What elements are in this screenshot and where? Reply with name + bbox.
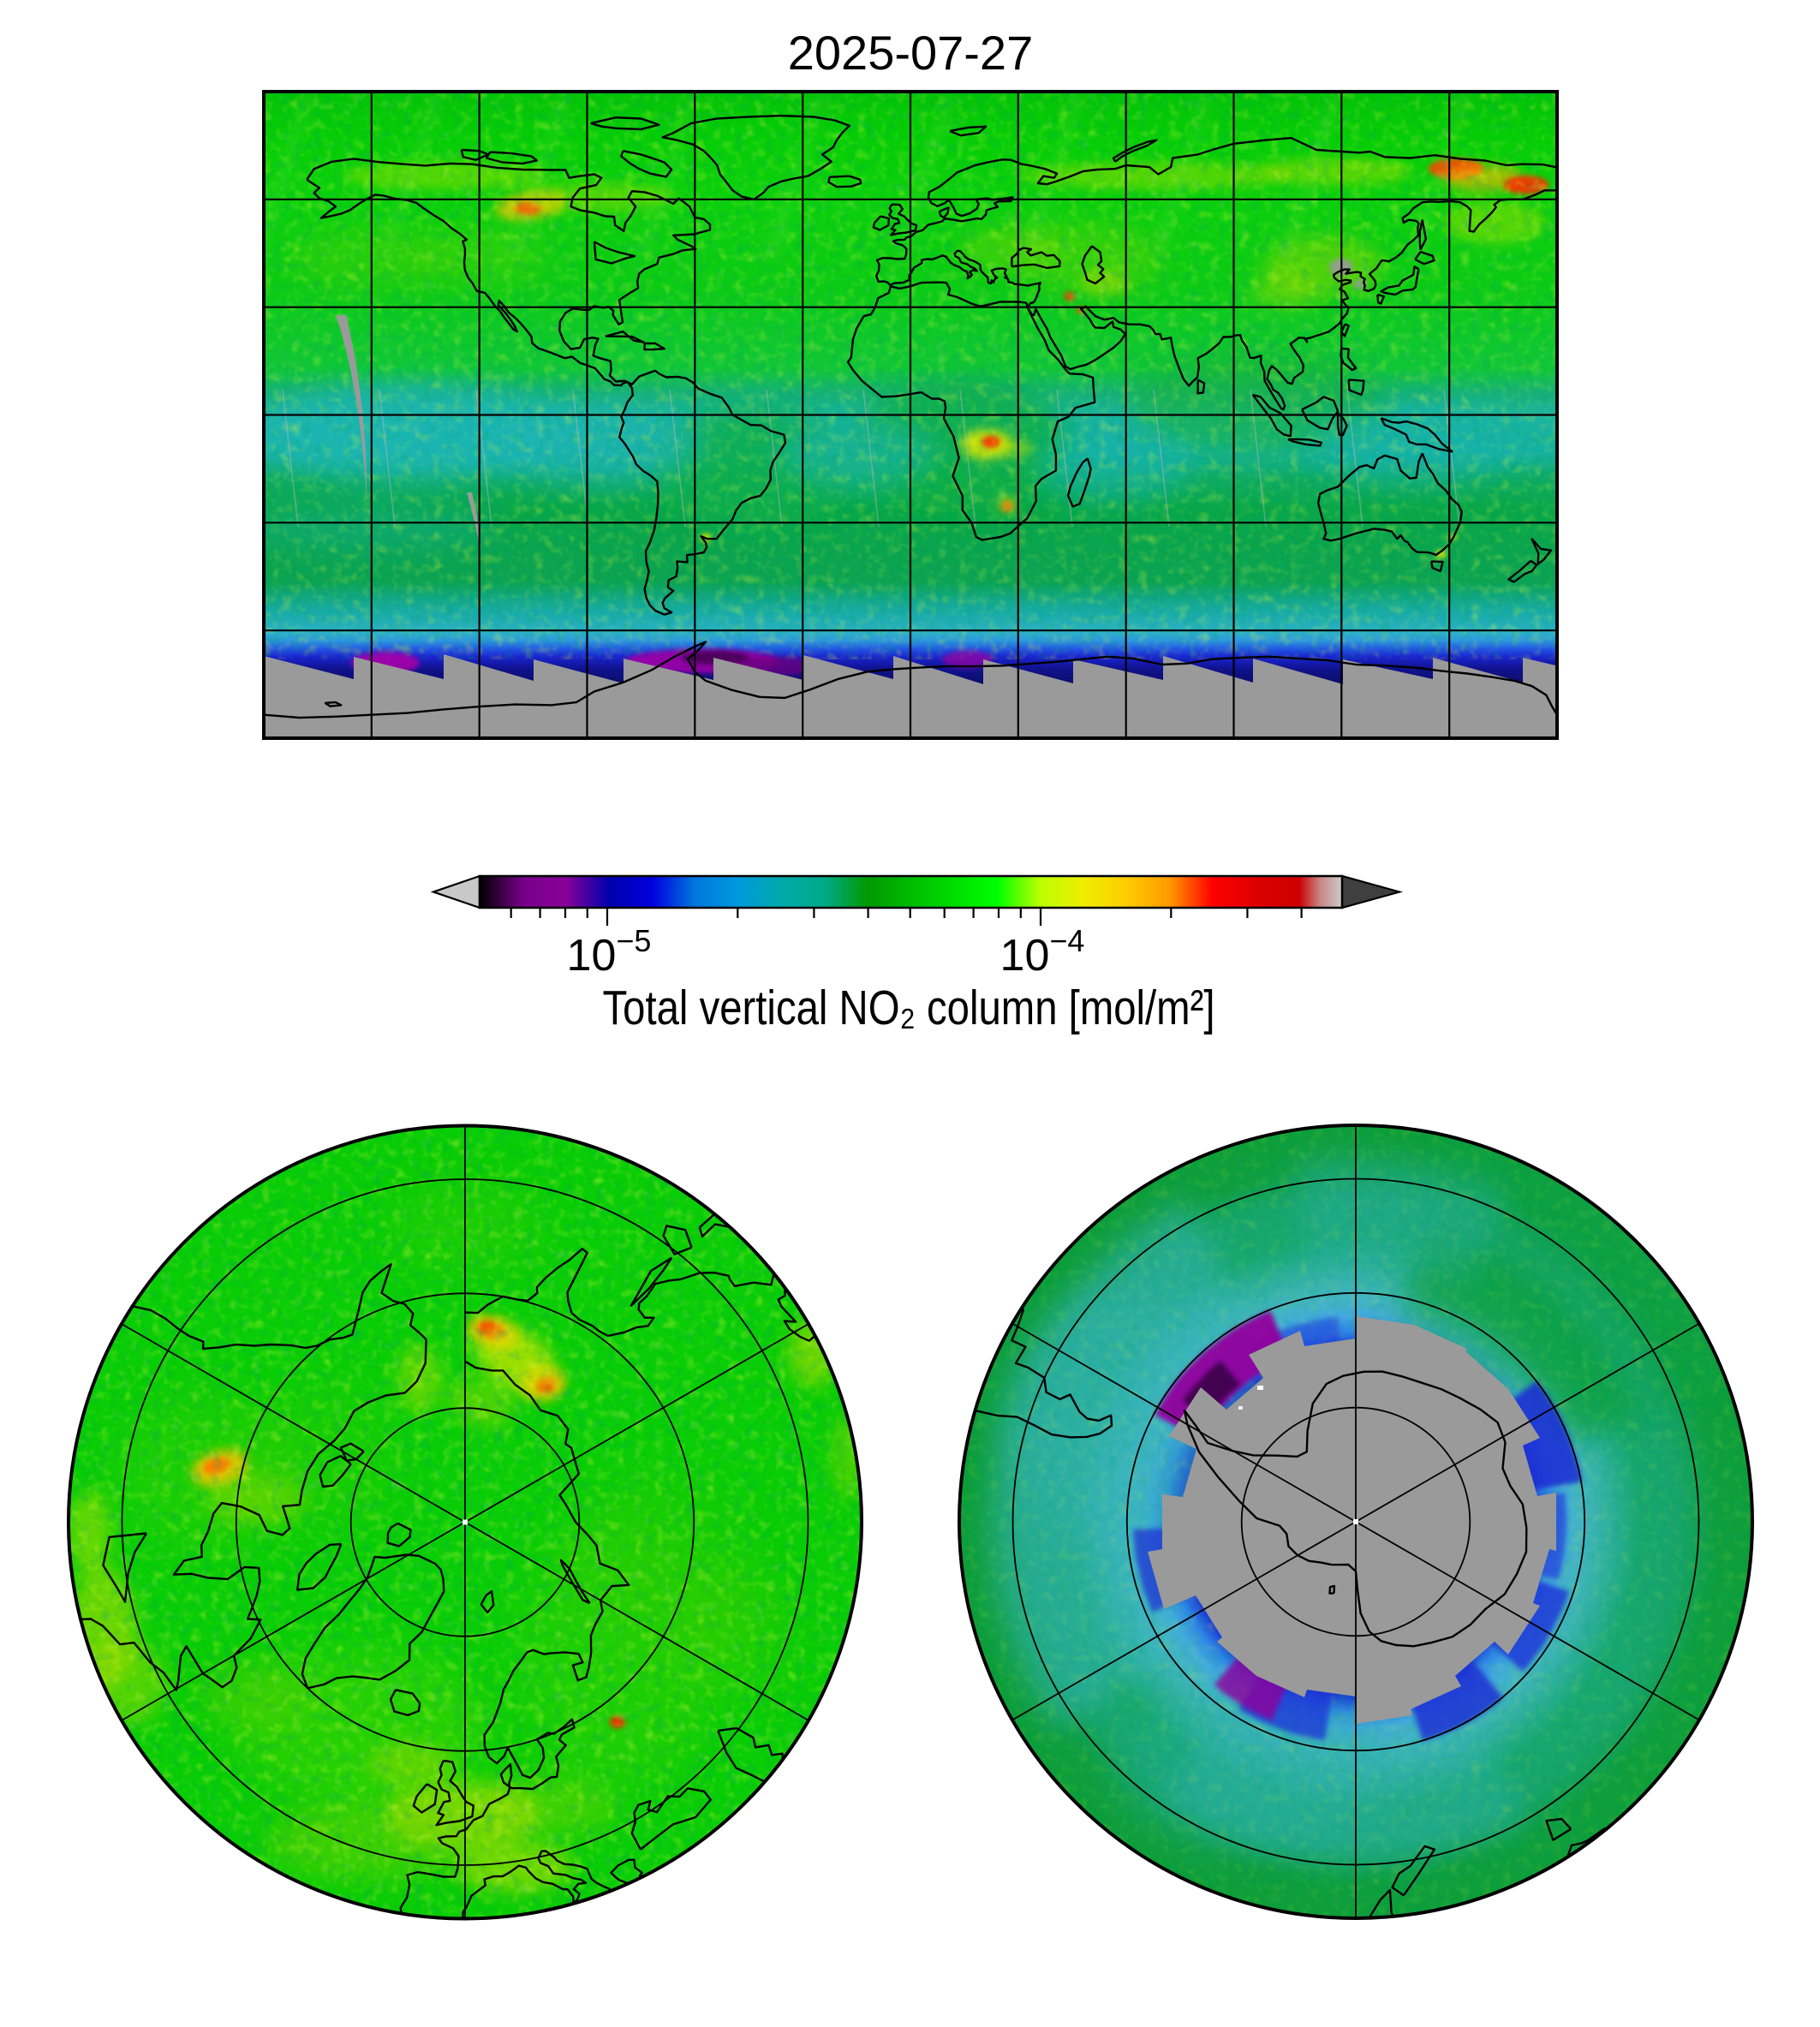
svg-text:2025-07-27: 2025-07-27 (788, 26, 1033, 80)
svg-text:Total vertical NO₂ column [mol: Total vertical NO₂ column [mol/m²] (603, 981, 1215, 1035)
svg-text:10−5: 10−5 (567, 923, 652, 981)
